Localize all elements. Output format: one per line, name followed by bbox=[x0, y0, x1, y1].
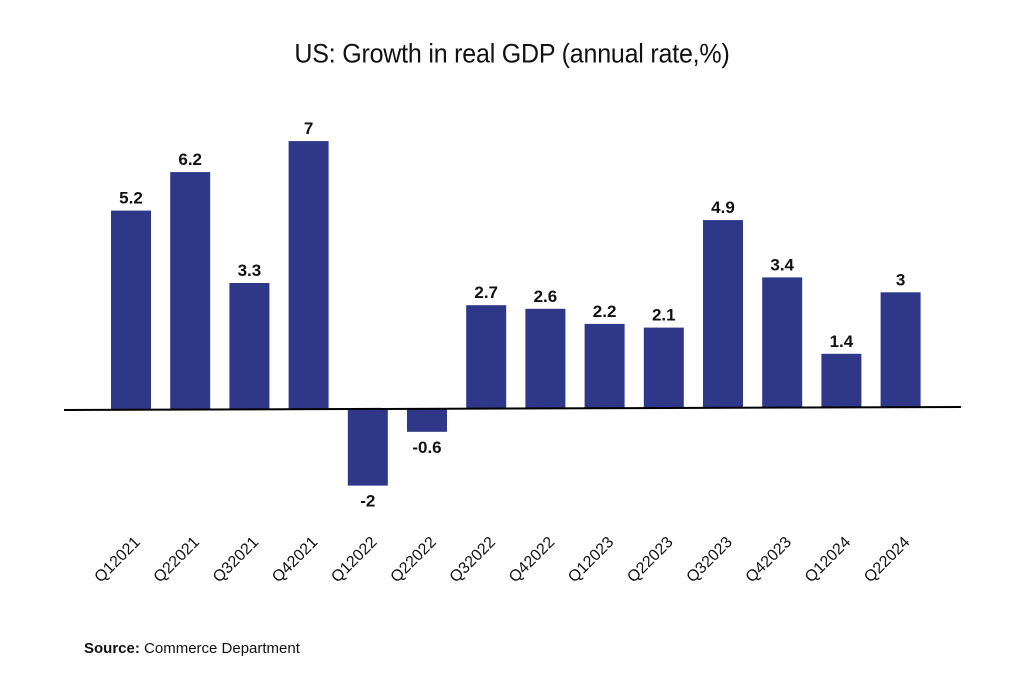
x-axis-tick-labels: Q12021 Q22021 Q32021 Q42021 Q12022 Q22022 Q320… bbox=[92, 534, 914, 586]
bar-q22023 bbox=[643, 327, 684, 408]
data-labels-group: 5.2 6.2 3.3 7 -2 -0.6 2.7 2.6 2.2 2.1 4.9 3.4 1.4 3 bbox=[119, 119, 905, 511]
data-label-q22023: 2.1 bbox=[652, 306, 676, 325]
source-note: Source: Commerce Department bbox=[84, 640, 300, 657]
tick-label-q42022: Q42022 bbox=[506, 534, 558, 586]
bar-q32021 bbox=[229, 283, 270, 410]
bar-q42022 bbox=[525, 308, 566, 409]
tick-label-q32023: Q32023 bbox=[684, 534, 736, 586]
bar-q22022 bbox=[407, 408, 447, 432]
data-label-q42021: 7 bbox=[304, 119, 313, 138]
data-label-q32023: 4.9 bbox=[711, 198, 735, 217]
data-label-q42022: 2.6 bbox=[534, 287, 558, 306]
tick-label-q12024: Q12024 bbox=[802, 534, 854, 586]
bars-group bbox=[111, 141, 921, 486]
bar-q12021 bbox=[111, 210, 151, 410]
tick-label-q22021: Q22021 bbox=[151, 534, 203, 586]
data-label-q22021: 6.2 bbox=[178, 150, 202, 169]
tick-label-q42021: Q42021 bbox=[269, 534, 321, 586]
bar-q42021 bbox=[288, 141, 329, 410]
bar-q22021 bbox=[170, 172, 211, 410]
tick-label-q22022: Q22022 bbox=[388, 534, 440, 586]
bar-q32022 bbox=[466, 305, 507, 409]
chart-title: US: Growth in real GDP (annual rate,%) bbox=[294, 38, 730, 70]
tick-label-q12023: Q12023 bbox=[565, 534, 617, 586]
data-label-q12021: 5.2 bbox=[119, 189, 143, 208]
data-label-q42023: 3.4 bbox=[770, 255, 794, 274]
bar-q12022 bbox=[347, 409, 388, 486]
tick-label-q22024: Q22024 bbox=[861, 534, 913, 586]
data-label-q12023: 2.2 bbox=[593, 302, 617, 321]
source-label: Source: bbox=[84, 640, 140, 657]
zero-baseline bbox=[63, 406, 962, 411]
data-label-q12022: -2 bbox=[360, 492, 375, 511]
data-label-q32021: 3.3 bbox=[238, 261, 262, 280]
bar-q12023 bbox=[584, 323, 625, 409]
tick-label-q32022: Q32022 bbox=[447, 534, 499, 586]
data-label-q32022: 2.7 bbox=[474, 283, 498, 302]
bar-q12024 bbox=[821, 353, 862, 408]
tick-label-q32021: Q32021 bbox=[210, 534, 262, 586]
data-label-q12024: 1.4 bbox=[830, 332, 854, 351]
data-label-q22022: -0.6 bbox=[412, 438, 441, 457]
bar-q22024 bbox=[880, 292, 921, 408]
source-text: Commerce Department bbox=[139, 640, 300, 657]
tick-label-q22023: Q22023 bbox=[624, 534, 676, 586]
data-label-q22024: 3 bbox=[896, 270, 905, 289]
bar-q32023 bbox=[703, 220, 743, 408]
tick-label-q12021: Q12021 bbox=[92, 534, 144, 586]
tick-label-q12022: Q12022 bbox=[328, 534, 380, 586]
bar-q42023 bbox=[762, 277, 803, 408]
tick-label-q42023: Q42023 bbox=[743, 534, 795, 586]
